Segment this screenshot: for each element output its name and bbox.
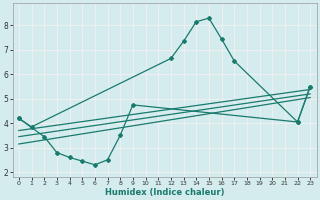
X-axis label: Humidex (Indice chaleur): Humidex (Indice chaleur): [105, 188, 224, 197]
